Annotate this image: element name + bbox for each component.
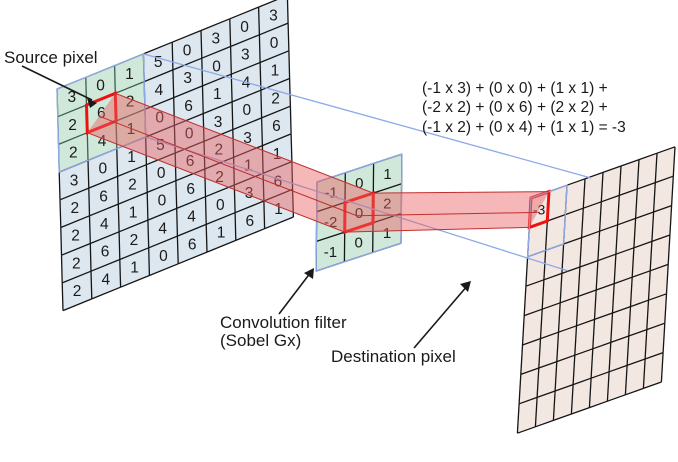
svg-text:(-2 x 2) + (0 x 6) + (2 x 2) +: (-2 x 2) + (0 x 6) + (2 x 2) + xyxy=(422,99,608,116)
svg-text:0: 0 xyxy=(240,19,249,36)
svg-text:(Sobel Gx): (Sobel Gx) xyxy=(220,331,301,350)
svg-text:4: 4 xyxy=(101,271,110,288)
svg-text:6: 6 xyxy=(99,188,108,205)
svg-text:1: 1 xyxy=(125,66,134,83)
svg-text:2: 2 xyxy=(70,200,79,217)
svg-text:0: 0 xyxy=(158,193,167,210)
svg-text:6: 6 xyxy=(101,244,110,261)
svg-text:4: 4 xyxy=(155,82,164,99)
svg-text:1: 1 xyxy=(130,260,139,277)
svg-text:0: 0 xyxy=(355,235,363,252)
svg-text:3: 3 xyxy=(183,70,192,87)
svg-text:1: 1 xyxy=(213,86,222,103)
svg-text:2: 2 xyxy=(73,283,82,300)
svg-text:2: 2 xyxy=(271,90,280,107)
svg-text:(-1 x 2) + (0 x 4) + (1 x 1): (-1 x 2) + (0 x 4) + (1 x 1) = -3 xyxy=(422,119,626,136)
svg-text:2: 2 xyxy=(72,255,81,272)
svg-text:0: 0 xyxy=(96,78,105,95)
svg-text:4: 4 xyxy=(100,216,109,233)
svg-text:4: 4 xyxy=(187,209,196,226)
svg-text:3: 3 xyxy=(214,114,223,131)
svg-text:3: 3 xyxy=(70,172,79,189)
svg-text:1: 1 xyxy=(129,204,138,221)
svg-text:2: 2 xyxy=(71,228,80,245)
svg-text:0: 0 xyxy=(216,197,225,214)
svg-text:6: 6 xyxy=(272,118,281,135)
svg-text:4: 4 xyxy=(158,220,167,237)
svg-text:6: 6 xyxy=(245,213,254,230)
svg-text:-1: -1 xyxy=(324,244,337,261)
svg-text:0: 0 xyxy=(157,165,166,182)
svg-text:Source pixel: Source pixel xyxy=(4,48,98,67)
svg-text:1: 1 xyxy=(383,166,391,183)
svg-text:(-1 x 3) + (0 x 0) + (1 x 1) +: (-1 x 3) + (0 x 0) + (1 x 1) + xyxy=(422,80,608,97)
svg-text:Convolution filter: Convolution filter xyxy=(220,313,347,332)
svg-text:0: 0 xyxy=(183,42,192,59)
svg-text:1: 1 xyxy=(217,225,226,242)
svg-text:0: 0 xyxy=(98,161,107,178)
svg-text:2: 2 xyxy=(128,177,137,194)
svg-text:0: 0 xyxy=(270,35,279,52)
svg-text:2: 2 xyxy=(69,145,78,162)
svg-text:2: 2 xyxy=(68,117,77,134)
svg-text:Destination pixel: Destination pixel xyxy=(331,347,456,366)
svg-text:0: 0 xyxy=(242,102,251,119)
svg-text:6: 6 xyxy=(184,98,193,115)
svg-text:2: 2 xyxy=(130,232,139,249)
svg-text:1: 1 xyxy=(271,63,280,80)
svg-text:3: 3 xyxy=(211,31,220,48)
svg-text:3: 3 xyxy=(269,7,278,24)
svg-text:3: 3 xyxy=(241,47,250,64)
svg-text:6: 6 xyxy=(188,236,197,253)
svg-text:0: 0 xyxy=(159,248,168,265)
svg-text:6: 6 xyxy=(186,181,195,198)
